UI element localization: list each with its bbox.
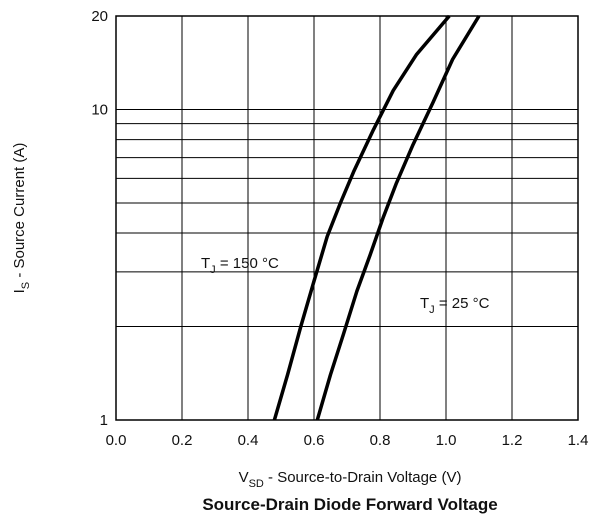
series-label-25c: TJ = 25 °C: [420, 295, 490, 316]
x-axis-label: VSD - Source-to-Drain Voltage (V): [239, 469, 462, 490]
x-tick-label: 0.0: [106, 432, 127, 449]
x-axis-label-rest: - Source-to-Drain Voltage (V): [264, 469, 462, 486]
y-axis-label-sub: S: [20, 282, 32, 289]
x-tick-labels: 0.0 0.2 0.4 0.6 0.8 1.0 1.2 1.4: [106, 432, 589, 449]
series-label-25c-sub: J: [429, 304, 435, 316]
plot-frame: [115, 15, 579, 421]
series-label-150c-rest: = 150 °C: [216, 255, 279, 272]
x-tick-label: 0.8: [370, 432, 391, 449]
series-label-150c-main: T: [201, 255, 210, 272]
y-axis-label-rest: - Source Current (A): [11, 143, 28, 282]
series-line-1: [315, 15, 481, 421]
y-axis-label: IS - Source Current (A): [11, 143, 32, 294]
x-tick-label: 0.2: [172, 432, 193, 449]
y-axis-label-main: I: [11, 289, 28, 293]
y-tick-label: 10: [91, 101, 108, 118]
chart-title: Source-Drain Diode Forward Voltage: [202, 495, 497, 514]
curves: [272, 14, 481, 421]
x-tick-label: 0.4: [238, 432, 259, 449]
x-tick-label: 1.2: [502, 432, 523, 449]
grid-lines: [115, 15, 579, 421]
series-label-25c-rest: = 25 °C: [435, 295, 490, 312]
y-tick-label: 20: [91, 8, 108, 25]
x-axis-label-sub: SD: [249, 478, 264, 490]
series-label-25c-main: T: [420, 295, 429, 312]
x-tick-label: 1.0: [436, 432, 457, 449]
x-tick-label: 1.4: [568, 432, 589, 449]
series-label-150c: TJ = 150 °C: [201, 255, 279, 276]
x-axis-label-main: V: [239, 469, 249, 486]
x-tick-label: 0.6: [304, 432, 325, 449]
y-tick-labels: 1 10 20: [91, 8, 108, 429]
series-line-0: [272, 14, 451, 421]
series-label-150c-sub: J: [210, 264, 216, 276]
y-tick-label: 1: [100, 412, 108, 429]
